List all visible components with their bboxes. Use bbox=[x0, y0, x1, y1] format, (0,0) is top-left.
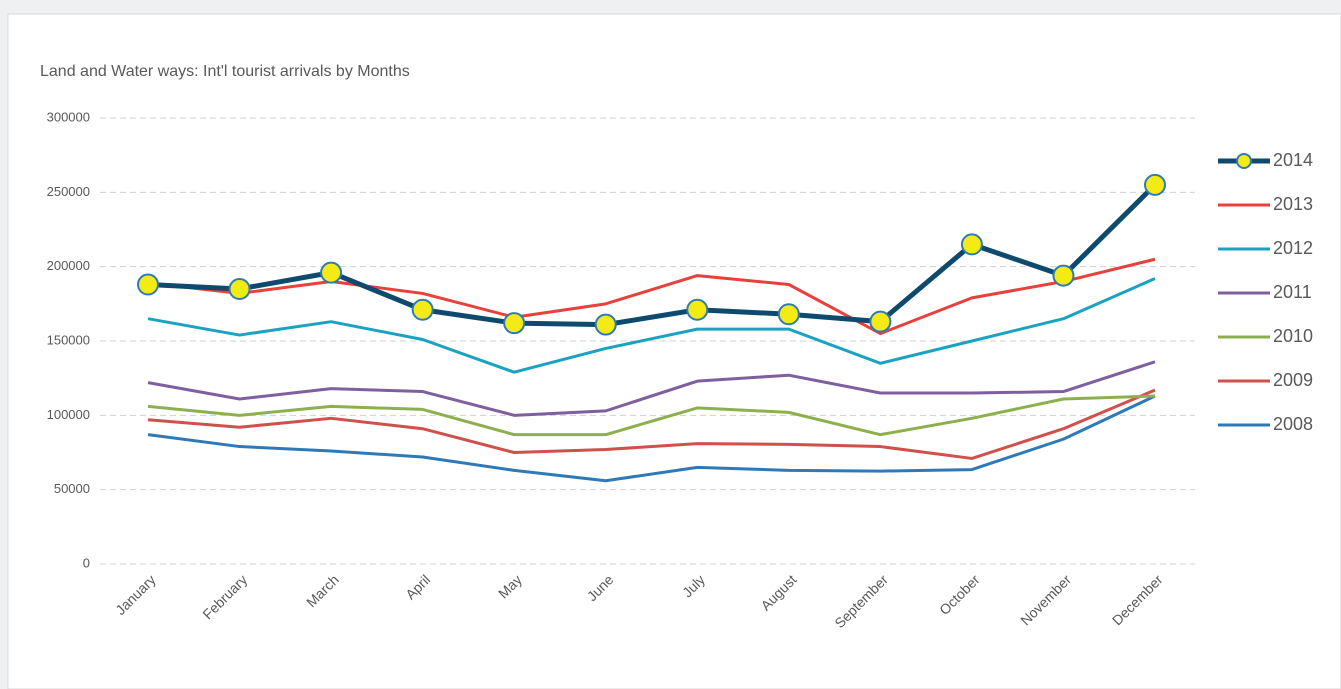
legend-marker bbox=[1236, 153, 1252, 169]
y-tick-label: 100000 bbox=[47, 407, 90, 422]
series-line bbox=[147, 257, 1156, 336]
point-marker bbox=[1052, 264, 1075, 287]
point-marker bbox=[137, 273, 159, 296]
legend-label: 2013 bbox=[1273, 194, 1313, 214]
point-marker bbox=[228, 277, 251, 300]
chart-title: Land and Water ways: Int'l tourist arriv… bbox=[40, 63, 410, 80]
point-marker bbox=[960, 233, 983, 256]
legend-label: 2010 bbox=[1273, 326, 1313, 346]
point-marker bbox=[869, 310, 892, 333]
y-tick-label: 200000 bbox=[47, 258, 90, 273]
series-line bbox=[147, 360, 1156, 417]
y-tick-label: 0 bbox=[83, 555, 90, 570]
point-marker bbox=[777, 303, 800, 326]
y-tick-label: 50000 bbox=[54, 481, 90, 496]
series-line bbox=[147, 388, 1156, 460]
legend-label: 2014 bbox=[1273, 150, 1313, 170]
point-marker bbox=[320, 261, 343, 284]
point-marker bbox=[686, 298, 709, 321]
chart-card bbox=[7, 13, 1341, 689]
series-line bbox=[147, 277, 1156, 374]
legend-label: 2009 bbox=[1273, 370, 1313, 390]
legend-label: 2008 bbox=[1273, 414, 1313, 434]
point-marker bbox=[594, 313, 617, 336]
legend-label: 2012 bbox=[1273, 238, 1313, 258]
y-tick-label: 150000 bbox=[47, 332, 90, 347]
point-marker bbox=[1144, 173, 1166, 196]
point-marker bbox=[503, 312, 526, 335]
series-line bbox=[147, 394, 1156, 483]
y-tick-label: 250000 bbox=[47, 184, 90, 199]
series-line bbox=[147, 394, 1156, 437]
y-tick-label: 300000 bbox=[47, 109, 90, 124]
legend-label: 2011 bbox=[1273, 282, 1312, 302]
series-line bbox=[147, 183, 1157, 328]
point-marker bbox=[411, 298, 434, 321]
